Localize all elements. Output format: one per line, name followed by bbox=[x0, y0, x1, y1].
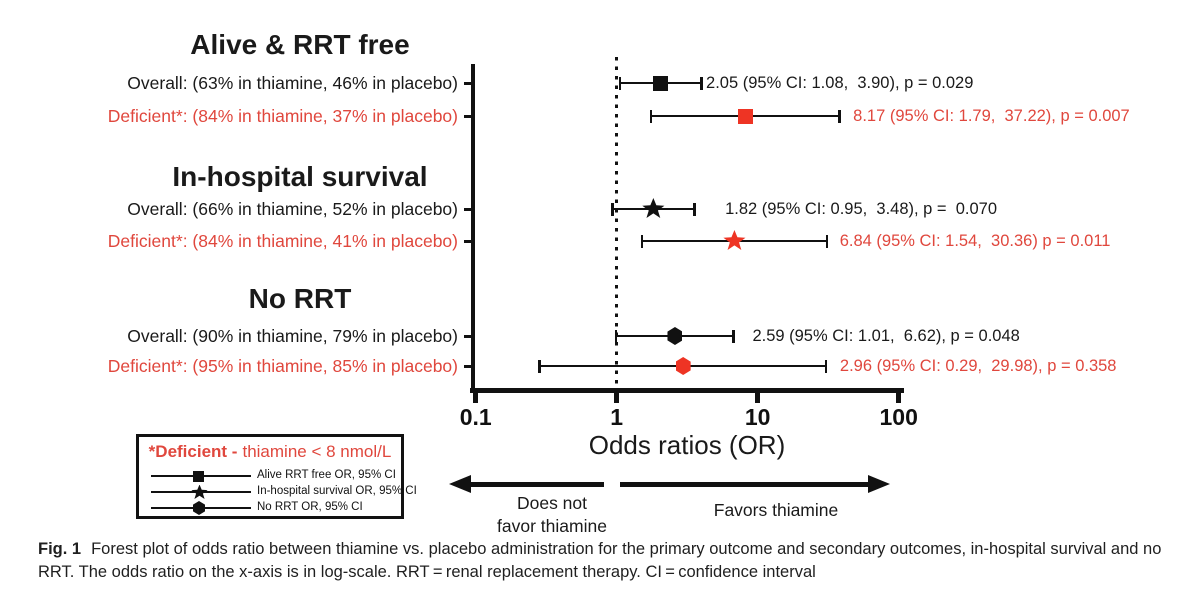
ci-cap-high bbox=[732, 329, 735, 343]
legend-item-label: Alive RRT free OR, 95% CI bbox=[257, 469, 396, 481]
x-axis-tick bbox=[473, 390, 479, 403]
row-label: Overall: (66% in thiamine, 52% in placeb… bbox=[127, 198, 458, 219]
legend-title-deficient: *Deficient - bbox=[148, 442, 238, 461]
row-label: Overall: (63% in thiamine, 46% in placeb… bbox=[127, 72, 458, 93]
x-axis-title: Odds ratios (OR) bbox=[588, 430, 786, 460]
ci-cap-low bbox=[611, 202, 614, 216]
row-annotation: 1.82 (95% CI: 0.95, 3.48), p = 0.070 bbox=[725, 199, 998, 218]
ci-cap-high bbox=[700, 76, 703, 90]
row-annotation: 6.84 (95% CI: 1.54, 30.36) p = 0.011 bbox=[839, 231, 1111, 250]
marker-hexagon-icon bbox=[675, 357, 691, 375]
y-axis-row-tick bbox=[464, 364, 472, 368]
row-annotation: 2.59 (95% CI: 1.01, 6.62), p = 0.048 bbox=[752, 326, 1020, 345]
ci-cap-high bbox=[838, 109, 841, 123]
x-axis-tick-label: 0.1 bbox=[459, 404, 492, 430]
left-arrow-icon bbox=[449, 475, 471, 493]
group-heading: In-hospital survival bbox=[172, 161, 428, 192]
row-annotation: 8.17 (95% CI: 1.79, 37.22), p = 0.007 bbox=[853, 106, 1130, 125]
legend-item-label: In-hospital survival OR, 95% CI bbox=[257, 485, 417, 497]
x-axis-tick bbox=[755, 390, 761, 403]
row-label: Overall: (90% in thiamine, 79% in placeb… bbox=[127, 325, 458, 346]
right-arrow-bar bbox=[620, 482, 870, 487]
left-arrow-bar bbox=[470, 482, 604, 487]
legend-item-label: No RRT OR, 95% CI bbox=[257, 501, 363, 513]
marker-square-icon bbox=[653, 75, 669, 91]
ci-cap-low bbox=[640, 234, 644, 248]
y-axis-row-tick bbox=[464, 207, 472, 211]
ci-cap-low bbox=[649, 109, 653, 123]
row-annotation: 2.05 (95% CI: 1.08, 3.90), p = 0.029 bbox=[706, 73, 974, 92]
ci-cap-high bbox=[825, 234, 829, 248]
legend-title: *Deficient - thiamine < 8 nmol/L bbox=[139, 442, 401, 462]
y-axis-line bbox=[471, 64, 475, 393]
caption-label: Fig. 1 bbox=[38, 540, 82, 558]
x-axis-tick-label: 100 bbox=[879, 404, 918, 430]
x-axis-tick bbox=[614, 390, 620, 403]
reference-line-or-1 bbox=[615, 57, 618, 388]
y-axis-row-tick bbox=[464, 81, 472, 85]
ci-cap-high bbox=[693, 202, 696, 216]
marker-hexagon-icon bbox=[667, 327, 683, 345]
ci-cap-high bbox=[824, 359, 828, 373]
left-direction-label: Does not favor thiamine bbox=[442, 492, 662, 538]
y-axis-row-tick bbox=[464, 334, 472, 338]
ci-cap-low bbox=[538, 359, 541, 373]
group-heading: Alive & RRT free bbox=[190, 29, 410, 60]
x-axis-tick bbox=[896, 390, 902, 403]
x-axis-tick-label: 1 bbox=[610, 404, 624, 430]
ci-cap-low bbox=[614, 329, 618, 343]
x-axis-line bbox=[470, 388, 904, 393]
right-arrow-icon bbox=[868, 475, 890, 493]
figure-caption: Fig. 1 Forest plot of odds ratio between … bbox=[38, 538, 1168, 584]
legend-marker-hexagon-icon bbox=[193, 501, 205, 515]
y-axis-row-tick bbox=[464, 114, 472, 118]
marker-square-icon bbox=[737, 108, 753, 124]
y-axis-row-tick bbox=[464, 239, 472, 243]
legend-title-definition: thiamine < 8 nmol/L bbox=[242, 442, 392, 461]
row-label: Deficient*: (84% in thiamine, 37% in pla… bbox=[107, 105, 458, 126]
left-direction-line2: favor thiamine bbox=[497, 516, 607, 536]
group-heading: No RRT bbox=[248, 283, 352, 314]
caption-text: Forest plot of odds ratio between thiami… bbox=[38, 540, 1162, 581]
row-label: Deficient*: (95% in thiamine, 85% in pla… bbox=[107, 355, 458, 376]
ci-cap-low bbox=[618, 76, 622, 90]
right-direction-label: Favors thiamine bbox=[713, 500, 839, 520]
legend-marker-square-icon bbox=[193, 470, 204, 482]
x-axis-tick-label: 10 bbox=[744, 404, 771, 430]
legend-box: *Deficient - thiamine < 8 nmol/L Alive RR… bbox=[136, 434, 417, 519]
row-label: Deficient*: (84% in thiamine, 41% in pla… bbox=[107, 230, 458, 251]
row-annotation: 2.96 (95% CI: 0.29, 29.98), p = 0.358 bbox=[839, 356, 1117, 375]
left-direction-line1: Does not bbox=[516, 493, 588, 513]
